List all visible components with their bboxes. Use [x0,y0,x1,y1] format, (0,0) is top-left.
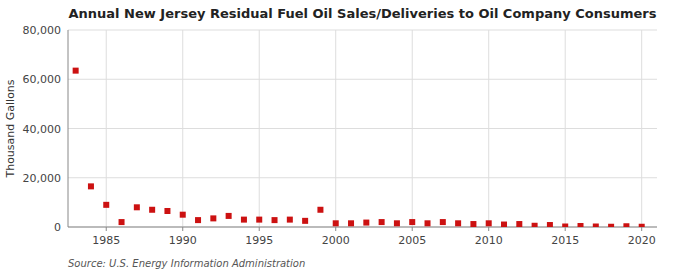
point [547,222,553,227]
point [379,219,385,225]
point [287,217,293,223]
point [164,208,170,214]
point [623,223,629,227]
point [180,212,186,218]
x-grid-line [259,30,260,227]
source-note: Source: U.S. Energy Information Administ… [68,258,305,269]
point [241,217,247,223]
y-tick-label: 0 [54,221,61,234]
point [348,220,354,226]
tick-labels: 0 20,000 40,000 60,000 80,000 1985 1990 1995 200… [23,24,656,247]
point [363,220,369,226]
point [333,220,339,226]
x-tick-label: 2020 [628,234,656,247]
point [409,219,415,225]
point [470,221,476,227]
y-grid-line [68,227,657,228]
x-grid-line [488,30,489,227]
x-tick-label: 2010 [475,234,503,247]
grid [68,30,657,231]
point [578,223,584,227]
x-tick [565,227,566,231]
x-axis-line [68,227,657,228]
point [210,215,216,221]
y-axis-label: Thousand Gallons [4,79,17,178]
title: Annual New Jersey Residual Fuel Oil Sale… [69,6,657,21]
point [195,217,201,223]
x-tick-label: 1995 [245,234,273,247]
y-grid-line [68,30,657,31]
x-tick [412,227,413,231]
point [440,219,446,225]
x-tick-label: 2005 [398,234,426,247]
point [119,219,125,225]
x-grid-line [106,30,107,227]
y-tick-label: 80,000 [23,24,62,37]
y-grid-line [68,128,657,129]
point [103,202,109,208]
point [639,224,645,227]
y-tick-label: 40,000 [23,123,62,136]
point [317,207,323,213]
x-tick [641,227,642,231]
point [88,183,94,189]
x-grid-line [565,30,566,227]
point [455,220,461,226]
y-tick-label: 60,000 [23,73,62,86]
x-tick [259,227,260,231]
x-tick-label: 1985 [92,234,120,247]
point [302,218,308,224]
x-grid-line [641,30,642,227]
y-grid-line [68,79,657,80]
x-tick [488,227,489,231]
x-tick [335,227,336,231]
point [562,224,568,227]
y-axis-line [68,30,69,227]
point [73,68,79,74]
point [256,217,262,223]
point [226,213,232,219]
point [149,207,155,213]
chart: 0 20,000 40,000 60,000 80,000 1985 1990 1995 200… [0,0,675,275]
point [486,220,492,226]
x-grid-line [182,30,183,227]
x-tick-label: 2000 [322,234,350,247]
point [532,223,538,227]
point [501,222,507,227]
y-tick-label: 20,000 [23,172,62,185]
x-grid-line [335,30,336,227]
points [73,68,645,227]
point [394,220,400,226]
point [272,217,278,223]
x-grid-line [412,30,413,227]
point [425,220,431,226]
point [608,224,614,227]
point [134,204,140,210]
x-tick-label: 2015 [551,234,579,247]
point [593,224,599,227]
x-tick [182,227,183,231]
y-grid-line [68,177,657,178]
x-tick [106,227,107,231]
x-tick-label: 1990 [169,234,197,247]
point [516,221,522,227]
